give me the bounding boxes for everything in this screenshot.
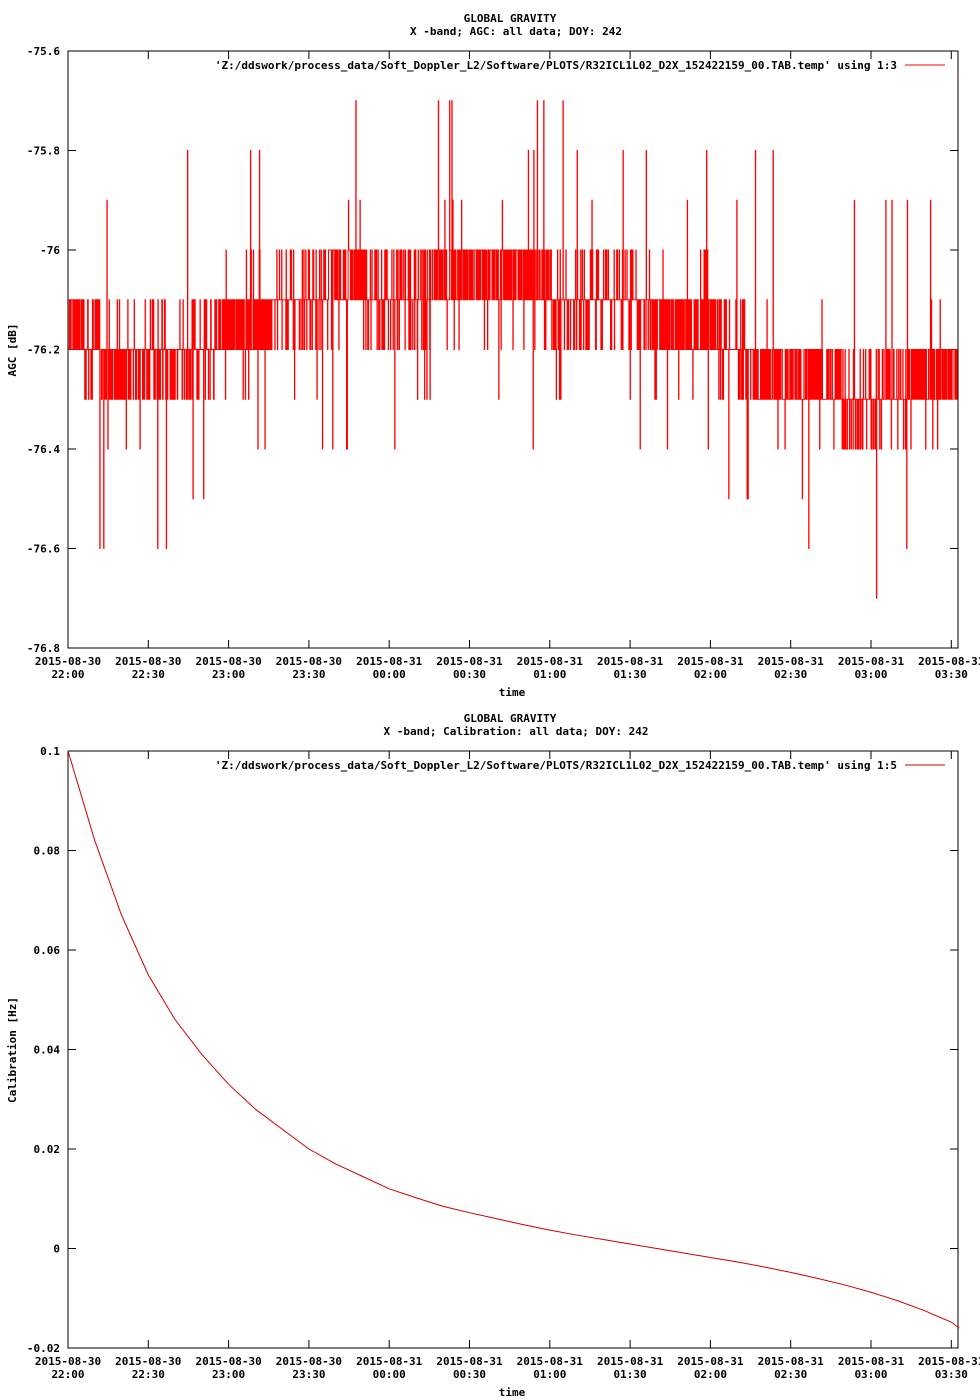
calibration-y-tick-label: 0.02 [34,1143,61,1156]
agc-x-tick-time: 02:30 [774,668,807,681]
calibration-x-tick-time: 23:30 [292,1368,325,1381]
calibration-legend-label: 'Z:/ddswork/process_data/Soft_Doppler_L2… [215,759,897,772]
agc-x-tick-date: 2015-08-30 [195,655,261,668]
calibration-y-tick-label: 0.08 [34,845,61,858]
calibration-series-line [67,750,960,1329]
calibration-x-tick-date: 2015-08-31 [356,1355,423,1368]
agc-x-tick-date: 2015-08-31 [838,655,905,668]
agc-x-tick-time: 23:30 [292,668,325,681]
calibration-x-tick-time: 03:30 [935,1368,968,1381]
agc-x-tick-time: 02:00 [694,668,727,681]
agc-chart: GLOBAL GRAVITY X -band; AGC: all data; D… [6,12,980,699]
calibration-x-tick-time: 02:00 [694,1368,727,1381]
calibration-chart: GLOBAL GRAVITY X -band; Calibration: all… [6,712,980,1399]
calibration-y-tick-label: 0.06 [34,944,61,957]
calibration-chart-title: GLOBAL GRAVITY [464,712,557,725]
agc-y-axis-label: AGC [dB] [6,324,19,377]
agc-x-tick-date: 2015-08-31 [356,655,423,668]
agc-y-tick-label: -76.8 [27,642,60,655]
agc-chart-title: GLOBAL GRAVITY [464,12,557,25]
calibration-x-tick-time: 00:30 [453,1368,486,1381]
calibration-y-tick-label: 0.1 [40,745,60,758]
calibration-x-tick-date: 2015-08-30 [35,1355,101,1368]
calibration-y-tick-label: -0.02 [27,1342,60,1355]
calibration-x-axis: 2015-08-3022:002015-08-3022:302015-08-30… [35,751,980,1381]
agc-x-tick-date: 2015-08-31 [517,655,584,668]
calibration-x-tick-date: 2015-08-30 [276,1355,342,1368]
agc-y-tick-label: -76.4 [27,443,60,456]
calibration-x-tick-date: 2015-08-31 [517,1355,584,1368]
calibration-x-tick-date: 2015-08-31 [597,1355,664,1368]
agc-x-tick-date: 2015-08-30 [35,655,101,668]
calibration-x-tick-date: 2015-08-31 [838,1355,905,1368]
calibration-x-tick-time: 02:30 [774,1368,807,1381]
calibration-y-axis-label: Calibration [Hz] [6,997,19,1103]
agc-x-tick-time: 03:00 [854,668,887,681]
calibration-x-tick-date: 2015-08-31 [436,1355,503,1368]
calibration-plot-frame [67,750,959,1349]
agc-x-tick-time: 22:30 [132,668,165,681]
agc-x-tick-date: 2015-08-30 [115,655,181,668]
calibration-x-tick-date: 2015-08-30 [115,1355,181,1368]
calibration-x-tick-date: 2015-08-30 [195,1355,261,1368]
agc-x-tick-date: 2015-08-31 [436,655,503,668]
agc-x-tick-time: 00:00 [373,668,406,681]
calibration-series-path [67,750,960,1329]
agc-y-tick-label: -76.2 [27,344,60,357]
calibration-x-tick-time: 23:00 [212,1368,245,1381]
calibration-x-tick-date: 2015-08-31 [918,1355,980,1368]
calibration-y-axis: 0.1 0.08 0.06 0.04 0.02 0 -0.02 [27,745,958,1355]
agc-x-tick-date: 2015-08-31 [677,655,744,668]
calibration-x-tick-time: 01:30 [614,1368,647,1381]
agc-y-tick-label: -76.6 [27,543,60,556]
agc-x-tick-time: 01:30 [614,668,647,681]
calibration-chart-subtitle: X -band; Calibration: all data; DOY: 242 [384,725,649,738]
agc-series-path [68,100,958,599]
calibration-x-tick-time: 03:00 [854,1368,887,1381]
agc-series-line [68,100,958,599]
calibration-x-tick-time: 00:00 [373,1368,406,1381]
agc-y-tick-label: -75.6 [27,45,60,58]
agc-x-tick-time: 23:00 [212,668,245,681]
calibration-x-tick-time: 01:00 [533,1368,566,1381]
agc-x-tick-time: 22:00 [51,668,84,681]
agc-x-axis-label: time [499,686,526,699]
agc-y-tick-label: -75.8 [27,145,60,158]
agc-x-tick-time: 01:00 [533,668,566,681]
agc-y-tick-label: -76 [40,244,60,257]
agc-x-tick-date: 2015-08-31 [918,655,980,668]
agc-x-tick-date: 2015-08-31 [758,655,825,668]
agc-x-axis: 2015-08-3022:002015-08-3022:302015-08-30… [35,51,980,681]
agc-legend-label: 'Z:/ddswork/process_data/Soft_Doppler_L2… [215,59,897,72]
calibration-y-tick-label: 0.04 [34,1044,61,1057]
agc-x-tick-time: 03:30 [935,668,968,681]
agc-x-tick-date: 2015-08-31 [597,655,664,668]
calibration-x-tick-date: 2015-08-31 [758,1355,825,1368]
agc-x-tick-time: 00:30 [453,668,486,681]
calibration-y-tick-label: 0 [53,1243,60,1256]
calibration-x-axis-label: time [499,1386,526,1399]
agc-chart-subtitle: X -band; AGC: all data; DOY: 242 [410,25,622,38]
calibration-x-tick-date: 2015-08-31 [677,1355,744,1368]
calibration-x-tick-time: 22:30 [132,1368,165,1381]
calibration-x-tick-time: 22:00 [51,1368,84,1381]
agc-x-tick-date: 2015-08-30 [276,655,342,668]
